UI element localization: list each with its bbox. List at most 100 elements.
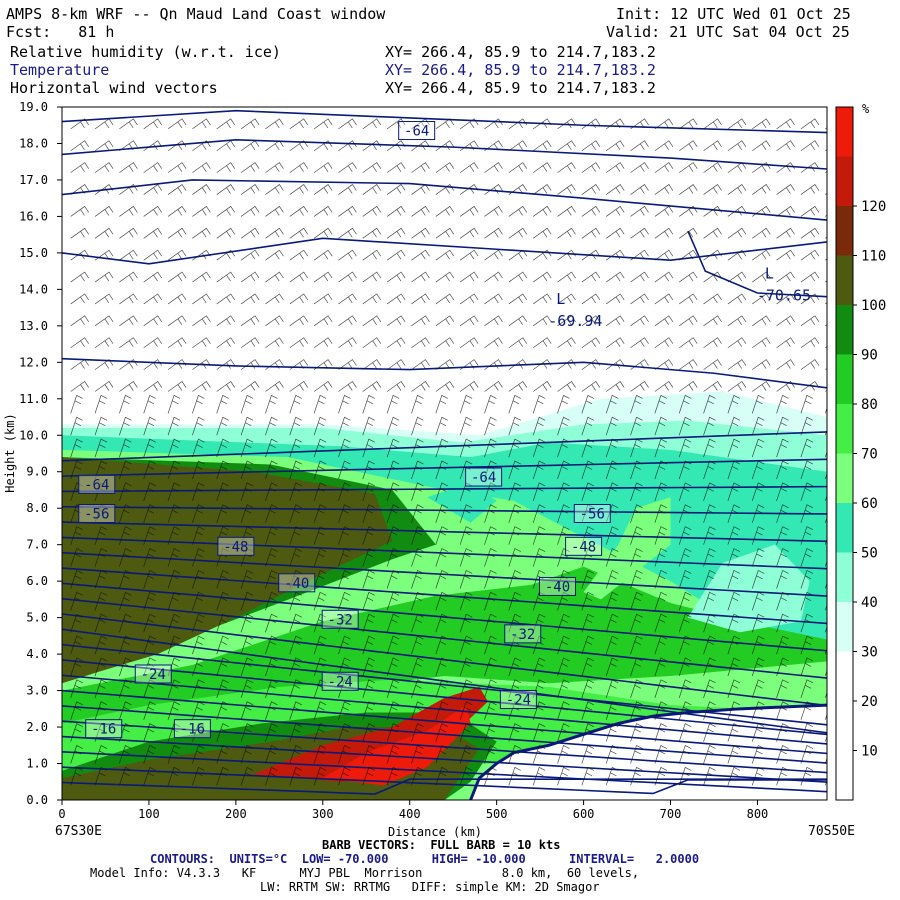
- wind-barb: [362, 766, 375, 786]
- wind-barb: [167, 293, 187, 305]
- colorbar-swatch: [836, 552, 853, 602]
- wind-barb: [313, 227, 333, 239]
- wind-barb: [192, 381, 211, 392]
- wind-barb: [435, 460, 448, 480]
- wind-barb: [800, 140, 820, 152]
- wind-barb: [459, 438, 473, 458]
- wind-barb: [143, 569, 156, 589]
- wind-barb: [435, 184, 455, 195]
- wind-barb: [192, 184, 211, 195]
- wind-barb: [94, 766, 108, 786]
- wind-barb: [703, 526, 716, 545]
- wind-barb: [192, 249, 211, 261]
- wind-barb: [265, 548, 278, 567]
- wind-barb: [459, 504, 473, 523]
- wind-barb: [94, 526, 108, 545]
- wind-barb: [605, 745, 619, 764]
- wind-barb: [386, 438, 400, 458]
- wind-barb: [411, 381, 430, 392]
- wind-barb: [167, 205, 187, 217]
- wind-barb: [581, 723, 595, 742]
- wind-barb: [459, 591, 473, 611]
- wind-barb: [119, 271, 138, 283]
- wind-barb: [605, 184, 625, 195]
- wind-barb: [338, 526, 351, 545]
- wind-barb: [94, 162, 114, 173]
- wind-barb: [167, 657, 181, 677]
- wind-barb: [289, 679, 302, 698]
- wind-barb: [703, 337, 722, 349]
- wind-barb: [386, 162, 406, 173]
- wind-barb: [459, 526, 473, 545]
- y-tick-label: 17.0: [19, 173, 48, 187]
- wind-barb: [386, 504, 400, 523]
- wind-barb: [678, 723, 692, 742]
- wind-barb: [630, 162, 649, 173]
- wind-barb: [557, 359, 576, 370]
- wind-barb: [119, 701, 132, 720]
- wind-barb: [751, 745, 765, 764]
- wind-barb: [605, 315, 625, 327]
- wind-barb: [800, 205, 820, 217]
- wind-barb: [605, 635, 619, 655]
- wind-barb: [654, 591, 668, 611]
- contour-label-box: [398, 121, 436, 141]
- wind-barb: [678, 679, 692, 698]
- wind-barb: [216, 482, 229, 502]
- wind-barb: [70, 723, 83, 742]
- wind-barb: [557, 482, 570, 502]
- wind-barb: [703, 416, 716, 436]
- wind-barb: [289, 140, 309, 152]
- wind-barb: [800, 315, 820, 327]
- wind-barb: [386, 569, 400, 589]
- wind-barb: [192, 162, 211, 173]
- wind-barb: [119, 205, 138, 217]
- colorbar-swatch: [836, 206, 853, 256]
- wind-barb: [192, 359, 211, 370]
- wind-barb: [459, 635, 473, 655]
- temp-contour-9: [62, 597, 827, 679]
- wind-barb: [167, 227, 187, 239]
- wind-barb: [167, 394, 181, 414]
- wind-barb: [508, 679, 521, 698]
- contour-label: -24: [328, 674, 353, 690]
- wind-barb: [557, 613, 570, 633]
- wind-barb: [94, 745, 108, 764]
- wind-barb: [338, 315, 357, 327]
- wind-barb: [630, 548, 643, 567]
- wind-barb: [727, 227, 747, 239]
- wind-barb: [581, 745, 595, 764]
- wind-barb: [119, 118, 138, 130]
- wind-barb: [192, 394, 205, 414]
- y-tick-label: 14.0: [19, 282, 48, 296]
- wind-barb: [167, 766, 181, 786]
- wind-barb: [265, 271, 284, 283]
- wind-barb: [557, 701, 570, 720]
- wind-barb: [800, 504, 814, 523]
- wind-barb: [557, 293, 576, 305]
- wind-barb: [703, 460, 716, 480]
- wind-barb: [751, 613, 765, 633]
- wind-barb: [338, 679, 351, 698]
- wind-barb: [800, 723, 814, 742]
- wind-barb: [800, 569, 814, 589]
- wind-barb: [581, 249, 601, 261]
- wind-barb: [338, 504, 351, 523]
- wind-barb: [776, 482, 789, 502]
- wind-barb: [435, 359, 455, 370]
- wind-barb: [484, 118, 503, 130]
- wind-barb: [94, 701, 108, 720]
- wind-barb: [532, 438, 546, 458]
- wind-barb: [94, 205, 114, 217]
- wind-barb: [70, 766, 83, 786]
- wind-barb: [338, 205, 357, 217]
- wind-barb: [703, 613, 716, 633]
- wind-barb: [776, 723, 789, 742]
- wind-barb: [362, 745, 375, 764]
- wind-barb: [654, 184, 674, 195]
- wind-barb: [727, 766, 741, 786]
- wind-barb: [800, 613, 814, 633]
- wind-barb: [484, 162, 503, 173]
- contour-label-box: [321, 609, 359, 629]
- wind-barb: [411, 723, 424, 742]
